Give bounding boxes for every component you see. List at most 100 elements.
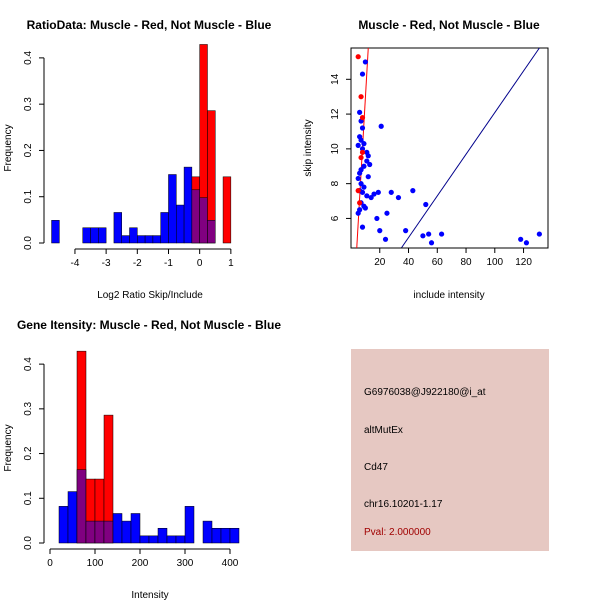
- not-muscle-point: [410, 188, 416, 194]
- not-muscle-point: [364, 158, 370, 164]
- not-muscle-bar: [168, 174, 177, 244]
- x-tick-label: 100: [486, 257, 503, 268]
- not-muscle-bar: [144, 235, 154, 244]
- not-muscle-bar: [166, 535, 177, 544]
- not-muscle-point: [362, 59, 368, 65]
- x-tick-label: 300: [177, 558, 194, 569]
- probe-id: G6976038@J922180@i_at: [364, 387, 486, 398]
- not-muscle-point: [355, 210, 361, 216]
- y-tick-label: 0.1: [23, 189, 34, 203]
- intensity-scatter: Muscle - Red, Not Muscle - Blue include …: [303, 18, 549, 301]
- not-muscle-bar: [160, 212, 169, 244]
- muscle-point: [358, 154, 364, 161]
- not-muscle-bar: [152, 235, 161, 244]
- y-tick-label: 8: [330, 180, 341, 186]
- not-muscle-point: [357, 170, 363, 176]
- x-tick-label: 40: [403, 257, 415, 268]
- y-tick-label: 0.4: [23, 50, 34, 64]
- p-value: Pval: 2.000000: [364, 527, 431, 538]
- not-muscle-bar: [121, 520, 132, 544]
- not-muscle-point: [358, 181, 364, 187]
- x-tick-label: 400: [222, 558, 239, 569]
- not-muscle-point: [377, 228, 383, 234]
- not-muscle-point: [358, 137, 364, 143]
- intensity-histogram-ylabel: Frequency: [3, 424, 14, 471]
- ratio-histogram: RatioData: Muscle - Red, Not Muscle - Bl…: [3, 18, 272, 301]
- not-muscle-point: [359, 189, 366, 195]
- not-muscle-bar: [137, 235, 146, 244]
- not-muscle-point: [382, 236, 389, 242]
- y-tick-label: 0.2: [23, 143, 34, 157]
- intensity-histogram-xlabel: Intensity: [131, 590, 168, 600]
- not-muscle-point: [355, 175, 361, 182]
- y-tick-label: 0.4: [23, 357, 34, 371]
- y-tick-label: 0.0: [23, 536, 34, 550]
- not-muscle-point: [359, 71, 366, 77]
- muscle-point: [357, 200, 363, 206]
- not-muscle-point: [361, 141, 367, 147]
- not-muscle-point: [523, 240, 530, 246]
- not-muscle-point: [403, 228, 409, 234]
- not-muscle-bar: [121, 235, 130, 244]
- not-muscle-bar: [51, 220, 60, 244]
- ratio-histogram-title: RatioData: Muscle - Red, Not Muscle - Bl…: [27, 18, 272, 32]
- gene-name: Cd47: [364, 462, 388, 473]
- not-muscle-point: [362, 205, 368, 211]
- overlap-bar: [76, 469, 87, 544]
- x-tick-label: 0: [197, 258, 203, 269]
- not-muscle-point: [361, 184, 367, 190]
- muscle-point: [355, 188, 361, 194]
- x-tick-label: 0: [47, 558, 53, 569]
- y-tick-label: 0.1: [23, 491, 34, 505]
- not-muscle-point: [361, 163, 367, 169]
- not-muscle-bar: [139, 535, 150, 544]
- not-muscle-point: [428, 240, 435, 246]
- not-muscle-point: [359, 125, 366, 131]
- intensity-histogram: Gene Itensity: Muscle - Red, Not Muscle …: [3, 318, 281, 600]
- info-panel: G6976038@J922180@i_at altMutEx Cd47 chr1…: [351, 349, 549, 551]
- genomic-location: chr16.10201-1.17: [364, 499, 443, 510]
- not-muscle-bar: [98, 227, 107, 244]
- not-muscle-point: [420, 233, 426, 239]
- x-tick-label: -3: [102, 258, 111, 269]
- not-muscle-point: [365, 153, 371, 159]
- x-tick-label: -2: [133, 258, 142, 269]
- not-muscle-point: [375, 189, 381, 195]
- overlap-bar: [85, 520, 96, 544]
- y-tick-label: 12: [330, 108, 341, 120]
- muscle-point: [358, 94, 364, 100]
- scatter-ylabel: skip intensity: [303, 119, 314, 176]
- not-muscle-point: [384, 210, 390, 216]
- not-muscle-point: [371, 191, 377, 197]
- overlap-bar: [191, 189, 200, 244]
- not-muscle-point: [365, 174, 371, 180]
- x-tick-label: 20: [374, 257, 386, 268]
- y-tick-label: 6: [330, 215, 341, 221]
- not-muscle-point: [364, 193, 370, 199]
- not-muscle-point: [355, 142, 361, 148]
- muscle-point: [355, 54, 361, 60]
- y-tick-label: 0.3: [23, 97, 34, 111]
- y-tick-label: 14: [330, 73, 341, 85]
- not-muscle-point: [518, 236, 524, 242]
- not-muscle-bar: [112, 513, 123, 544]
- not-muscle-bar: [211, 527, 222, 544]
- not-muscle-point: [423, 201, 429, 208]
- not-muscle-bar: [130, 513, 141, 544]
- not-muscle-bar: [184, 506, 195, 544]
- not-muscle-bar: [176, 204, 185, 244]
- x-tick-label: 120: [515, 257, 532, 268]
- y-tick-label: 0.0: [23, 236, 34, 250]
- not-muscle-bar: [113, 212, 122, 244]
- overlap-bar: [94, 520, 105, 544]
- not-muscle-bar: [67, 491, 78, 544]
- not-muscle-bar: [148, 535, 159, 544]
- not-muscle-point: [438, 231, 445, 237]
- not-muscle-bar: [220, 527, 231, 544]
- x-tick-label: 100: [87, 558, 104, 569]
- ratio-histogram-xlabel: Log2 Ratio Skip/Include: [97, 290, 203, 301]
- not-muscle-point: [536, 231, 542, 237]
- overlap-bar: [103, 520, 114, 544]
- not-muscle-point: [378, 123, 384, 129]
